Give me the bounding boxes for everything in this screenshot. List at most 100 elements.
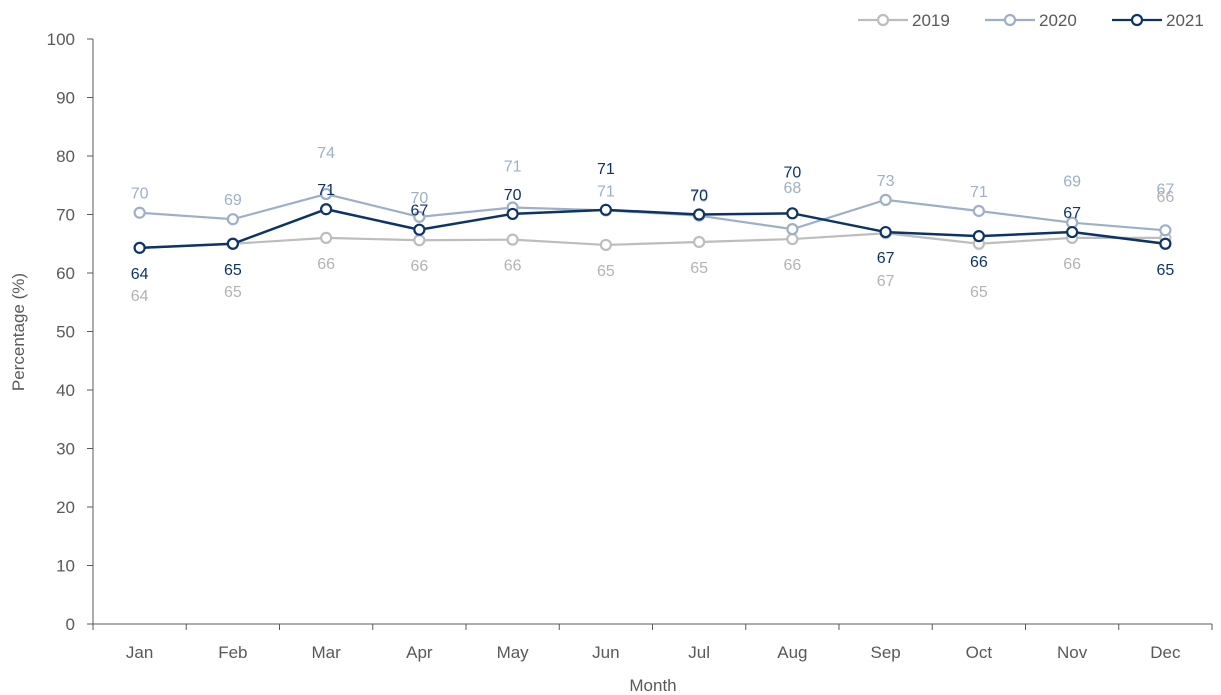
data-label-2019: 66 (317, 256, 335, 273)
data-label-2021: 70 (783, 164, 801, 181)
y-tick-label: 0 (66, 615, 75, 634)
data-point-2020 (1159, 224, 1172, 237)
y-tick-label: 60 (56, 264, 75, 283)
data-label-2021: 67 (1063, 205, 1081, 222)
data-point-2021 (786, 207, 799, 220)
data-label-2020: 69 (1063, 174, 1081, 191)
data-point-2021 (506, 207, 519, 221)
data-point-2020 (786, 223, 799, 236)
series-line-2019 (139, 232, 1166, 249)
data-label-2019: 65 (224, 284, 242, 301)
x-tick-label: May (497, 643, 530, 662)
x-tick-label: Sep (871, 643, 901, 662)
legend-marker-2021 (1130, 13, 1144, 27)
data-point-2019 (506, 233, 519, 246)
series-2019 (133, 227, 1172, 254)
data-label-2021: 67 (877, 250, 895, 267)
data-point-2021 (1159, 237, 1172, 250)
series-line-2021 (139, 207, 1166, 250)
data-point-2021 (972, 230, 985, 243)
data-label-2019: 67 (877, 273, 895, 290)
data-label-2019: 66 (410, 258, 428, 275)
data-label-2020: 71 (597, 183, 615, 200)
data-label-2021: 67 (410, 203, 428, 220)
data-point-2019 (413, 234, 426, 247)
series-2021 (133, 203, 1172, 254)
y-tick-label: 10 (56, 557, 75, 576)
data-label-2021: 70 (504, 187, 522, 204)
data-label-2020: 71 (970, 184, 988, 201)
data-label-2019: 66 (783, 257, 801, 274)
legend-label-2021: 2021 (1166, 11, 1204, 30)
y-tick-label: 40 (56, 381, 75, 400)
data-point-2020 (320, 187, 333, 201)
data-label-2019: 64 (131, 288, 149, 305)
data-point-2021 (879, 225, 892, 239)
data-label-2021: 71 (317, 182, 335, 199)
data-point-2021 (133, 241, 146, 254)
data-label-2021: 64 (131, 266, 149, 283)
data-label-2020: 70 (131, 186, 149, 203)
y-axis-title: Percentage (%) (9, 273, 28, 391)
data-point-2019 (693, 235, 706, 249)
legend-marker-2019 (876, 13, 890, 27)
data-label-2020: 67 (1156, 181, 1174, 198)
data-point-2021 (226, 237, 239, 250)
data-point-2019 (320, 231, 333, 244)
data-point-2021 (413, 223, 426, 236)
y-tick-label: 80 (56, 147, 75, 166)
legend-label-2019: 2019 (912, 11, 950, 30)
x-tick-label: Oct (966, 643, 993, 662)
x-tick-label: Feb (218, 643, 247, 662)
y-tick-label: 100 (47, 30, 75, 49)
x-tick-label: Dec (1150, 643, 1181, 662)
data-point-2020 (133, 206, 146, 219)
data-point-2020 (972, 204, 985, 218)
data-point-2021 (693, 208, 706, 221)
y-tick-label: 70 (56, 206, 75, 225)
data-label-2019: 65 (597, 263, 615, 280)
data-label-2020: 69 (224, 192, 242, 209)
data-label-2020: 68 (783, 180, 801, 197)
data-point-2020 (226, 213, 239, 226)
data-label-2021: 65 (1156, 262, 1174, 279)
x-tick-label: Nov (1057, 643, 1088, 662)
data-label-2019: 65 (690, 260, 708, 277)
data-label-2021: 66 (970, 254, 988, 271)
data-label-2021: 65 (224, 262, 242, 279)
data-point-2019 (786, 232, 799, 246)
x-tick-label: Jun (592, 643, 619, 662)
data-label-2020: 70 (690, 189, 708, 206)
data-point-2021 (320, 203, 333, 216)
data-label-2021: 70 (690, 188, 708, 205)
y-tick-label: 50 (56, 323, 75, 342)
data-label-2019: 66 (1063, 256, 1081, 273)
data-label-2020: 70 (410, 190, 428, 207)
chart-legend: 2019 2020 2021 (858, 11, 1204, 30)
y-tick-label: 20 (56, 498, 75, 517)
x-tick-label: Jan (126, 643, 153, 662)
x-tick-label: Jul (688, 643, 710, 662)
data-label-2019: 65 (970, 284, 988, 301)
data-point-2020 (879, 193, 892, 206)
legend-label-2020: 2020 (1039, 11, 1077, 30)
data-label-2020: 73 (877, 173, 895, 190)
x-tick-label: Apr (406, 643, 433, 662)
data-point-2019 (599, 238, 612, 252)
chart-axes: 0 10 20 30 40 50 60 70 80 90 100 Jan Feb Mar Apr May Jun… (47, 30, 1213, 662)
x-tick-label: Aug (777, 643, 807, 662)
legend-marker-2020 (1003, 13, 1017, 27)
data-label-2020: 74 (317, 145, 335, 162)
y-tick-label: 30 (56, 440, 75, 459)
x-axis-title: Month (629, 676, 676, 695)
data-label-2020: 71 (504, 158, 522, 175)
data-point-2020 (413, 210, 426, 223)
y-tick-label: 90 (56, 89, 75, 108)
data-label-2019: 66 (1156, 189, 1174, 206)
data-label-2021: 71 (597, 161, 615, 178)
x-tick-label: Mar (311, 643, 341, 662)
data-label-2019: 66 (504, 258, 522, 275)
chart-series (133, 187, 1172, 254)
